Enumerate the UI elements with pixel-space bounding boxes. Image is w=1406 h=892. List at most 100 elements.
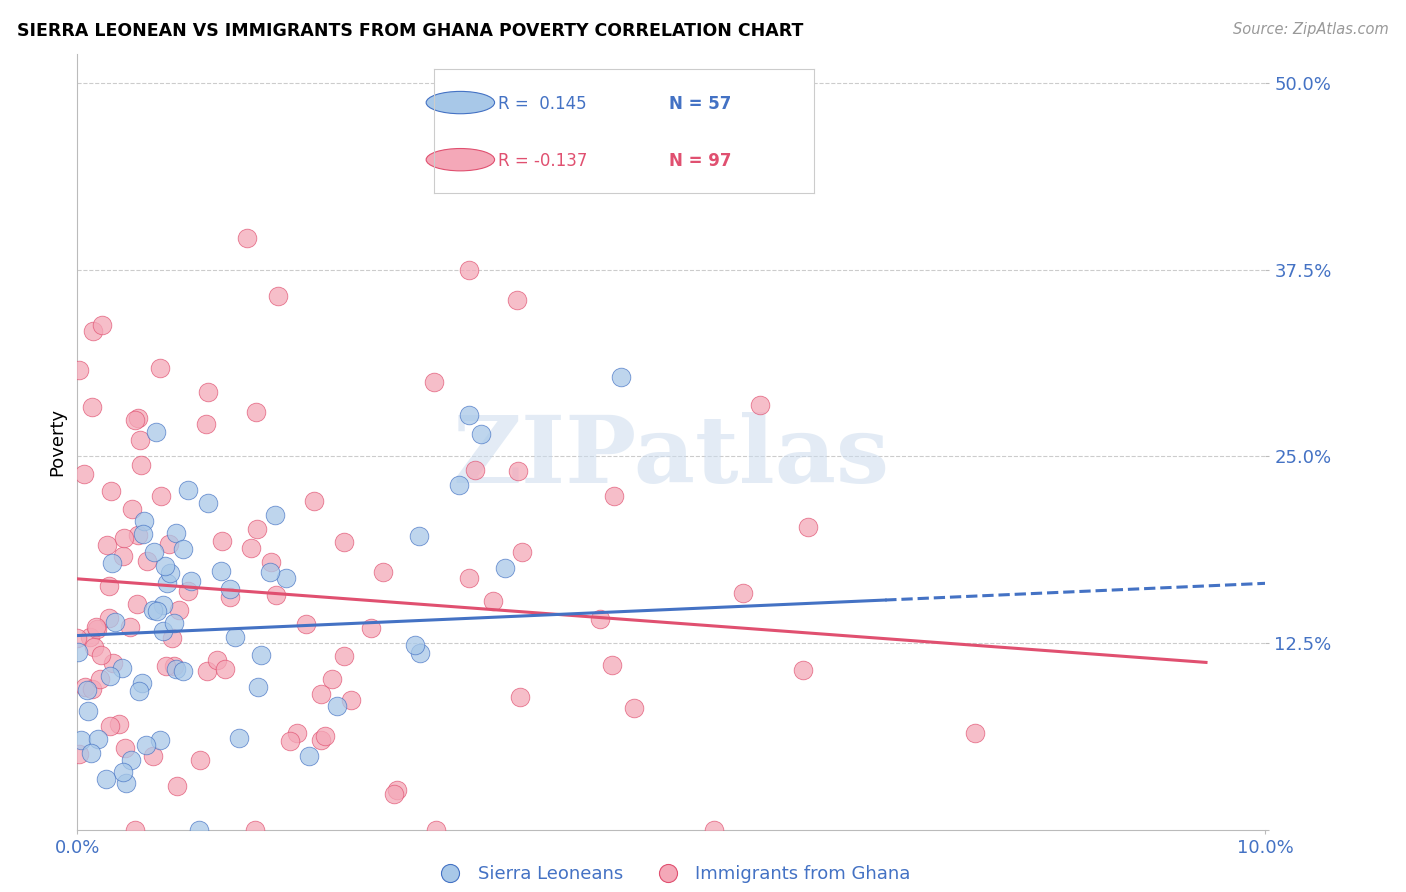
- Point: [509, 690, 531, 705]
- Point: [121, 502, 143, 516]
- Point: [157, 537, 180, 551]
- Point: [197, 495, 219, 509]
- Point: [152, 624, 174, 639]
- Point: [77, 704, 100, 718]
- Point: [145, 425, 167, 439]
- Point: [131, 676, 153, 690]
- Point: [404, 638, 426, 652]
- Point: [285, 726, 308, 740]
- Point: [94, 772, 117, 786]
- Point: [214, 662, 236, 676]
- Point: [733, 586, 755, 600]
- Point: [162, 615, 184, 630]
- Point: [80, 400, 103, 414]
- Point: [84, 620, 107, 634]
- Point: [610, 369, 633, 384]
- Point: [180, 574, 202, 588]
- Point: [118, 620, 141, 634]
- Point: [195, 665, 218, 679]
- Point: [98, 719, 121, 733]
- Point: [470, 427, 492, 442]
- Point: [409, 646, 432, 660]
- Point: [156, 576, 179, 591]
- Point: [408, 529, 430, 543]
- Point: [963, 726, 986, 740]
- Point: [314, 730, 336, 744]
- Point: [100, 556, 122, 570]
- Point: [321, 672, 343, 686]
- Point: [326, 699, 349, 714]
- Point: [246, 522, 269, 536]
- Point: [163, 659, 186, 673]
- Point: [111, 549, 134, 563]
- Legend: Sierra Leoneans, Immigrants from Ghana: Sierra Leoneans, Immigrants from Ghana: [425, 858, 918, 890]
- Point: [169, 603, 191, 617]
- Point: [172, 665, 194, 679]
- Point: [602, 489, 624, 503]
- Point: [127, 528, 149, 542]
- Point: [218, 591, 240, 605]
- Point: [219, 582, 242, 596]
- Point: [197, 385, 219, 400]
- Point: [166, 779, 188, 793]
- Point: [260, 555, 283, 569]
- Point: [464, 462, 486, 476]
- Point: [589, 612, 612, 626]
- Point: [195, 417, 218, 432]
- Point: [457, 571, 479, 585]
- Point: [264, 588, 287, 602]
- Point: [177, 583, 200, 598]
- Point: [104, 615, 127, 630]
- Point: [120, 753, 142, 767]
- Point: [749, 398, 772, 412]
- Point: [128, 683, 150, 698]
- Point: [86, 732, 108, 747]
- Point: [703, 822, 725, 837]
- Point: [112, 765, 135, 780]
- Point: [332, 534, 354, 549]
- Point: [82, 681, 104, 696]
- Point: [249, 648, 271, 663]
- Point: [142, 749, 165, 764]
- Point: [90, 648, 112, 662]
- Point: [517, 144, 540, 158]
- Point: [447, 478, 470, 492]
- Point: [132, 514, 155, 528]
- Point: [98, 669, 121, 683]
- Point: [153, 558, 176, 573]
- Point: [114, 741, 136, 756]
- Point: [797, 520, 820, 534]
- Point: [135, 554, 157, 568]
- Point: [188, 753, 211, 767]
- Point: [150, 490, 173, 504]
- Point: [83, 640, 105, 655]
- Point: [100, 484, 122, 499]
- Point: [97, 610, 120, 624]
- Point: [494, 561, 516, 575]
- Point: [278, 734, 301, 748]
- Point: [82, 324, 104, 338]
- Point: [236, 231, 259, 245]
- Point: [298, 749, 321, 764]
- Point: [73, 680, 96, 694]
- Point: [422, 375, 444, 389]
- Point: [149, 733, 172, 747]
- Point: [107, 717, 129, 731]
- Point: [142, 603, 165, 617]
- Point: [129, 458, 152, 472]
- Point: [506, 465, 529, 479]
- Point: [165, 662, 187, 676]
- Point: [267, 289, 290, 303]
- Point: [132, 527, 155, 541]
- Point: [66, 645, 89, 659]
- Point: [211, 534, 233, 549]
- Point: [80, 746, 103, 760]
- Point: [73, 467, 96, 481]
- Point: [145, 605, 167, 619]
- Point: [382, 788, 405, 802]
- Point: [224, 630, 246, 644]
- Point: [127, 598, 149, 612]
- Point: [142, 545, 165, 559]
- Point: [98, 579, 121, 593]
- Point: [149, 360, 172, 375]
